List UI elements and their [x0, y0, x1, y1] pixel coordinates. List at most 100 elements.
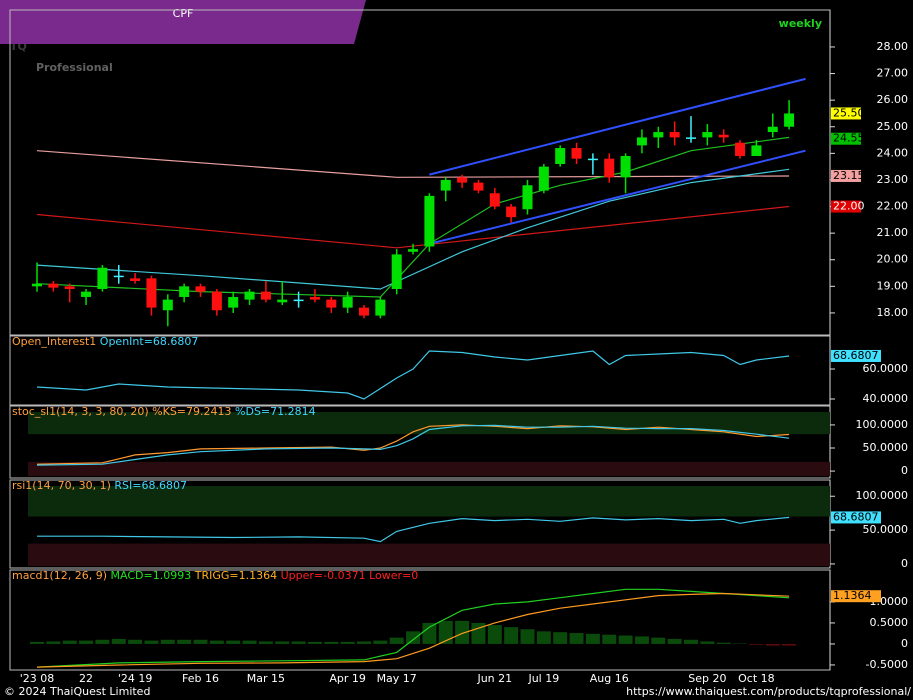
candle-body	[97, 267, 108, 289]
last-value-box	[831, 349, 881, 362]
histogram-bar	[324, 641, 339, 644]
panel-label-part: TRIGG=1.1364	[194, 569, 277, 582]
candle-body	[326, 299, 337, 308]
x-tick-label: '24 19	[118, 672, 153, 685]
channel-line	[429, 77, 806, 176]
panel-label: stoc_sl1(14, 3, 3, 80, 20) %KS=79.2413 %…	[12, 405, 316, 418]
candle-body	[113, 275, 124, 278]
panel-label-part: RSI=68.6807	[114, 479, 187, 492]
histogram-bar	[389, 637, 404, 644]
y-tick-label: 25.00	[877, 120, 909, 133]
histogram-bar	[765, 643, 780, 646]
candle-body	[359, 307, 369, 316]
x-tick-label: Aug 16	[590, 672, 629, 685]
histogram-bar	[749, 643, 764, 645]
indicator-line	[36, 424, 790, 466]
indicator-line	[36, 592, 790, 668]
panel-label-part: Upper=-0.0371	[281, 569, 366, 582]
candle-body	[718, 134, 729, 138]
histogram-bar	[716, 642, 731, 644]
candle-body	[620, 156, 631, 178]
candle-body	[195, 286, 206, 292]
histogram-bar	[62, 640, 77, 644]
candle-body	[686, 137, 696, 139]
x-tick-label: Jun 21	[476, 672, 512, 685]
candle-body	[735, 142, 746, 157]
x-tick-label: Feb 16	[182, 672, 219, 685]
url: https://www.thaiquest.com/products/tqpro…	[626, 685, 911, 698]
candle-body	[260, 291, 271, 300]
indicator-line	[36, 424, 790, 465]
copyright: © 2024 ThaiQuest Limited	[4, 685, 150, 698]
histogram-bar	[553, 632, 568, 644]
price-label-box	[831, 169, 861, 182]
y-tick-label: 50.0000	[863, 441, 909, 454]
moving-average	[36, 168, 790, 290]
candle-body	[440, 179, 451, 191]
histogram-bar	[340, 641, 355, 644]
histogram-bar	[193, 639, 208, 644]
y-tick-label: 100.0000	[856, 489, 909, 502]
candle-body	[571, 148, 582, 159]
candle-body	[408, 249, 419, 252]
indicator-line	[36, 588, 790, 668]
last-value: 68.6807	[833, 349, 879, 362]
candle-body	[587, 158, 598, 161]
channel-line	[429, 149, 806, 245]
histogram-bar	[95, 639, 110, 644]
candle-body	[293, 299, 304, 302]
x-tick-label: '23 08	[20, 672, 55, 685]
candle-body	[309, 296, 320, 300]
symbol: CPF	[173, 7, 194, 20]
symbol-tab	[0, 0, 366, 44]
y-tick-label: 20.00	[877, 253, 909, 266]
histogram-bar	[634, 636, 649, 644]
moving-average	[36, 205, 790, 249]
candle-body	[424, 195, 435, 247]
candle-body	[162, 299, 173, 311]
y-tick-label: 60.0000	[863, 362, 909, 375]
x-tick-label: Apr 19	[329, 672, 366, 685]
candle-body	[767, 126, 778, 133]
candle-body	[784, 113, 795, 127]
y-tick-label: 18.00	[877, 306, 909, 319]
y-tick-label: 0.5000	[870, 616, 909, 629]
histogram-bar	[700, 641, 715, 644]
candle-body	[604, 158, 615, 178]
panel-label-part: Lower=0	[369, 569, 418, 582]
indicator-line	[37, 516, 790, 543]
price-label-box	[831, 107, 861, 120]
y-tick-label: 0	[901, 557, 908, 570]
panel-label: Open_Interest1 OpenInt=68.6807	[12, 335, 198, 348]
histogram-bar	[438, 620, 453, 644]
histogram-bar	[536, 631, 551, 644]
candle-body	[555, 148, 566, 164]
candle-body	[32, 283, 42, 287]
candle-body	[391, 254, 402, 289]
panel-label-part: macd1(12, 26, 9)	[12, 569, 107, 582]
histogram-bar	[373, 640, 388, 644]
candle-body	[751, 145, 762, 157]
candle-body	[653, 132, 664, 138]
y-tick-label: 19.00	[877, 279, 909, 292]
candle-body	[506, 206, 517, 218]
panel-label-part: Open_Interest1	[12, 335, 96, 348]
histogram-bar	[569, 633, 584, 644]
moving-average	[36, 150, 790, 178]
price-label-box	[831, 132, 861, 145]
candle-body	[457, 177, 468, 183]
y-tick-label: 50.0000	[863, 523, 909, 536]
histogram-bar	[128, 639, 143, 644]
histogram-bar	[30, 641, 44, 644]
panel-label-part: %DS=71.2814	[235, 405, 316, 418]
histogram-bar	[520, 629, 535, 644]
last-value: 1.1364	[833, 589, 872, 602]
last-value-box	[831, 590, 881, 603]
price-label: 25.50	[833, 106, 865, 119]
y-tick-label: 24.00	[877, 146, 909, 159]
candle-body	[48, 283, 59, 288]
candle-body	[342, 296, 353, 308]
histogram-bar	[455, 620, 470, 644]
watermark-text: Professional	[36, 61, 113, 74]
